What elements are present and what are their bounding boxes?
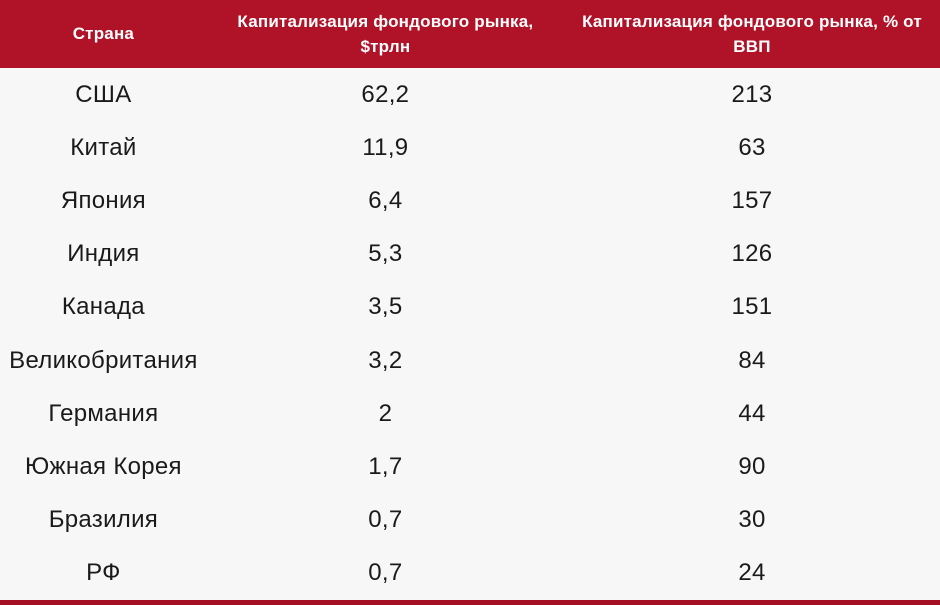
country-cell: Великобритания <box>9 346 198 374</box>
cap-pct-gdp-cell: 90 <box>738 452 766 480</box>
table-header: Страна Капитализация фондового рынка, $т… <box>0 0 940 68</box>
country-cell: Южная Корея <box>24 452 182 480</box>
table-row: США 62,2 213 <box>0 68 940 121</box>
table-row: Япония 6,4 157 <box>0 174 940 227</box>
country-cell: РФ <box>86 559 121 587</box>
country-cell: Германия <box>48 399 159 427</box>
cap-pct-gdp-cell: 30 <box>738 506 766 534</box>
table-row: Канада 3,5 151 <box>0 281 940 334</box>
cap-trln-cell: 0,7 <box>368 506 403 534</box>
cap-trln-cell: 2 <box>378 399 393 427</box>
table-row: Германия 2 44 <box>0 387 940 440</box>
cap-pct-gdp-cell: 44 <box>738 399 766 427</box>
cap-pct-gdp-cell: 24 <box>738 559 766 587</box>
cap-pct-gdp-cell: 63 <box>738 133 766 161</box>
cap-pct-gdp-cell: 126 <box>731 240 773 268</box>
table-header-row: Страна Капитализация фондового рынка, $т… <box>0 0 940 68</box>
table-row: РФ 0,7 24 <box>0 547 940 600</box>
col-header-country: Страна <box>0 0 207 68</box>
table-row: Индия 5,3 126 <box>0 228 940 281</box>
cap-trln-cell: 5,3 <box>368 240 403 268</box>
bottom-red-bar <box>0 600 940 605</box>
cap-trln-cell: 11,9 <box>362 133 409 161</box>
cap-trln-cell: 0,7 <box>368 559 403 587</box>
col-header-cap-trln: Капитализация фондового рынка, $трлн <box>206 0 564 68</box>
country-cell: Индия <box>67 240 140 268</box>
table-row: Южная Корея 1,7 90 <box>0 440 940 493</box>
cap-trln-cell: 62,2 <box>361 80 410 108</box>
col-header-cap-pct-gdp: Капитализация фондового рынка, % от ВВП <box>563 0 940 68</box>
cap-trln-cell: 3,5 <box>368 293 403 321</box>
cap-pct-gdp-cell: 213 <box>731 80 773 108</box>
cap-pct-gdp-cell: 151 <box>731 293 773 321</box>
table-row: Великобритания 3,2 84 <box>0 334 940 387</box>
country-cell: Бразилия <box>48 506 159 534</box>
cap-trln-cell: 1,7 <box>368 452 403 480</box>
country-cell: Канада <box>61 293 145 321</box>
country-cell: Япония <box>60 186 146 214</box>
table-row: Бразилия 0,7 30 <box>0 494 940 547</box>
cap-trln-cell: 3,2 <box>368 346 403 374</box>
cap-pct-gdp-cell: 84 <box>738 346 766 374</box>
table-row: Китай 11,9 63 <box>0 121 940 174</box>
table-body: США 62,2 213 Китай 11,9 63 Япония 6,4 157 Индия 5,… <box>0 68 940 600</box>
country-cell: США <box>75 80 132 108</box>
cap-pct-gdp-cell: 157 <box>731 186 773 214</box>
country-cell: Китай <box>70 133 137 161</box>
cap-trln-cell: 6,4 <box>368 186 403 214</box>
